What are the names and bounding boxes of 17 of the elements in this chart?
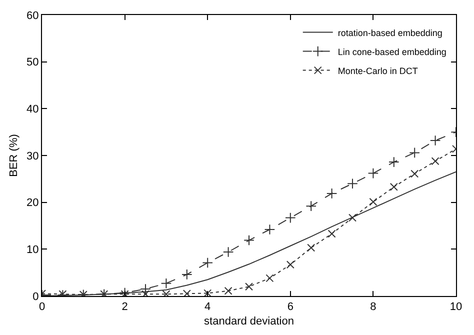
legend-label: Monte-Carlo in DCT	[338, 66, 418, 76]
y-tick-label: 20	[26, 197, 39, 210]
x-tick-label: 6	[287, 301, 294, 314]
x-tick-label: 10	[450, 301, 462, 314]
legend-label: Lin cone-based embedding	[338, 46, 446, 57]
y-tick-label: 10	[26, 244, 39, 256]
y-tick-label: 50	[26, 56, 39, 69]
x-tick-label: 4	[204, 301, 211, 314]
y-tick-label: 0	[32, 290, 39, 303]
y-tick-label: 30	[26, 150, 39, 162]
x-tick-label: 2	[122, 301, 128, 314]
x-tick-label: 8	[370, 301, 376, 314]
legend-label: rotation-based embedding	[338, 28, 442, 38]
y-axis-title: BER (%)	[8, 134, 20, 177]
y-tick-label: 40	[26, 104, 39, 116]
y-tick-label: 60	[26, 10, 39, 22]
x-axis-title: standard deviation	[204, 315, 294, 328]
